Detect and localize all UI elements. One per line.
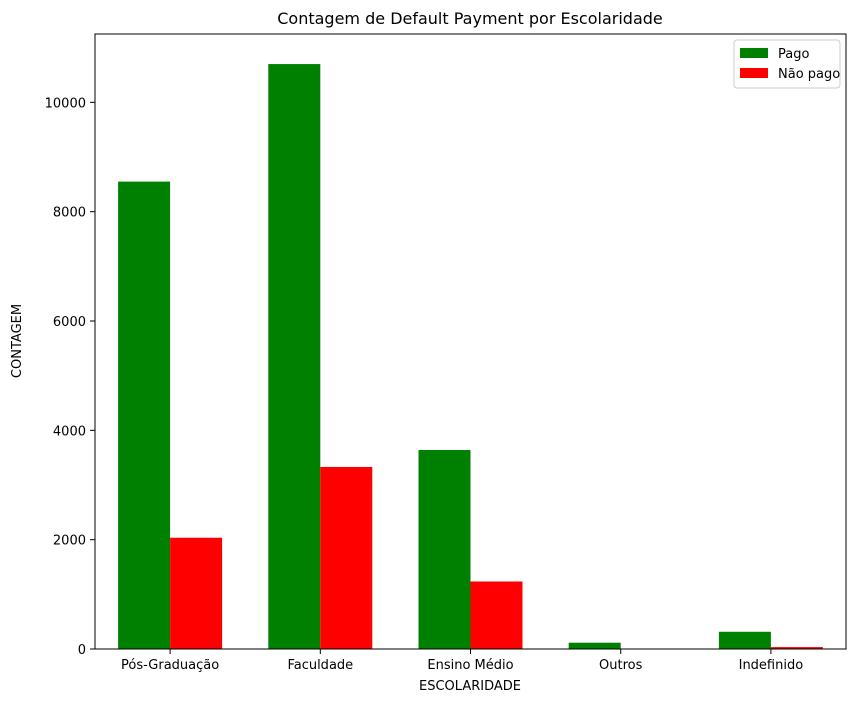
bar-pago-4	[568, 642, 621, 649]
y-tick-label: 10000	[45, 96, 86, 111]
bar-nao-pago-2	[320, 466, 373, 649]
y-tick-label: 2000	[53, 534, 86, 549]
y-tick-label: 6000	[53, 315, 86, 330]
legend-label: Não pago	[778, 67, 840, 82]
bar-nao-pago-5	[770, 647, 823, 649]
bar-pago-3	[418, 450, 471, 649]
y-tick-label: 8000	[53, 206, 86, 221]
bar-pago-1	[118, 181, 171, 649]
x-tick-label: Indefinido	[739, 658, 804, 673]
legend-swatch	[740, 48, 768, 58]
x-axis-label: ESCOLARIDADE	[419, 679, 521, 694]
plot-area: 0 2000 4000 6000 8000 10000 Pós-Graduação Facul…	[45, 33, 847, 673]
legend: Pago Não pago	[733, 39, 841, 89]
x-tick-label: Outros	[599, 658, 643, 673]
bar-nao-pago-3	[470, 581, 523, 649]
y-tick-label: 4000	[53, 424, 86, 439]
x-tick-label: Ensino Médio	[427, 658, 513, 673]
bar-pago-2	[268, 64, 321, 650]
x-tick-label: Pós-Graduação	[121, 658, 219, 673]
bar-nao-pago-1	[170, 537, 223, 649]
bar-pago-5	[718, 631, 771, 649]
x-tick-label: Faculdade	[287, 658, 353, 673]
legend-label: Pago	[778, 47, 809, 62]
legend-swatch	[740, 68, 768, 78]
y-axis-label: CONTAGEM	[10, 304, 25, 378]
chart-title: Contagem de Default Payment por Escolari…	[277, 9, 663, 28]
y-tick-label: 0	[78, 643, 86, 658]
